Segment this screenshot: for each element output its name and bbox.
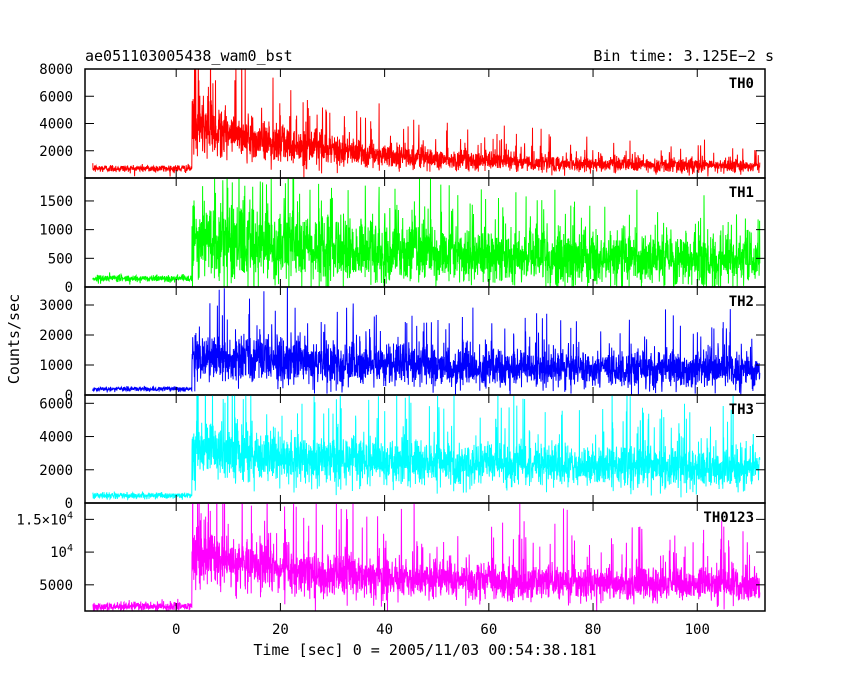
series-line-th0 (92, 69, 761, 178)
observation-title: ae051103005438_wam0_bst (85, 47, 293, 65)
y-tick-label: 0 (65, 280, 73, 296)
x-tick-label: 20 (272, 622, 289, 638)
x-tick-label: 40 (376, 622, 393, 638)
panel-th2: TH2 0 1000 2000 3000 (39, 286, 766, 404)
series-line-th1 (92, 178, 761, 287)
x-tick-label: 80 (585, 622, 602, 638)
x-axis-label: Time [sec] 0 = 2005/11/03 00:54:38.181 (253, 641, 596, 659)
y-tick-label: 6000 (39, 89, 73, 105)
x-tick-label: 100 (685, 622, 710, 638)
panel-label: TH0123 (703, 510, 754, 526)
y-tick-label: 6000 (39, 396, 73, 412)
y-tick-label: 0 (65, 388, 73, 404)
bin-time-label: Bin time: 3.125E−2 s (593, 47, 774, 65)
y-tick-label: 4000 (39, 117, 73, 133)
panel-label: TH3 (729, 402, 754, 418)
series-line-th0123 (92, 503, 761, 611)
y-tick-label: 1000 (39, 358, 73, 374)
series-line-th2 (92, 287, 761, 395)
y-tick-label: 1.5×104 (16, 510, 73, 528)
panel-label: TH0 (729, 76, 754, 92)
y-tick-label: 4000 (39, 430, 73, 446)
panel-th0123: TH0123 5000 104 1.5×104 (16, 502, 766, 612)
x-tick-label: 60 (480, 622, 497, 638)
y-tick-label: 500 (48, 251, 73, 267)
panel-label: TH1 (729, 185, 754, 201)
x-tick-label: 0 (172, 622, 180, 638)
y-tick-label: 104 (50, 543, 73, 561)
y-tick-label: 5000 (39, 578, 73, 594)
y-tick-label: 2000 (39, 328, 73, 344)
panel-label: TH2 (729, 294, 754, 310)
y-tick-label: 2000 (39, 463, 73, 479)
panel-frame (84, 502, 766, 612)
x-tick-labels: 0 20 40 60 80 100 (172, 622, 710, 638)
y-tick-label: 1000 (39, 223, 73, 239)
y-tick-label: 0 (65, 496, 73, 512)
series-line-th3 (92, 395, 761, 501)
y-tick-label: 1500 (39, 194, 73, 210)
y-tick-label: 8000 (39, 62, 73, 78)
y-axis-label: Counts/sec (5, 294, 23, 384)
y-tick-label: 3000 (39, 298, 73, 314)
panels: TH0 2000 4000 6000 8000 TH1 0 500 1000 1500 TH2 0 10… (16, 62, 766, 612)
y-tick-label: 2000 (39, 144, 73, 160)
